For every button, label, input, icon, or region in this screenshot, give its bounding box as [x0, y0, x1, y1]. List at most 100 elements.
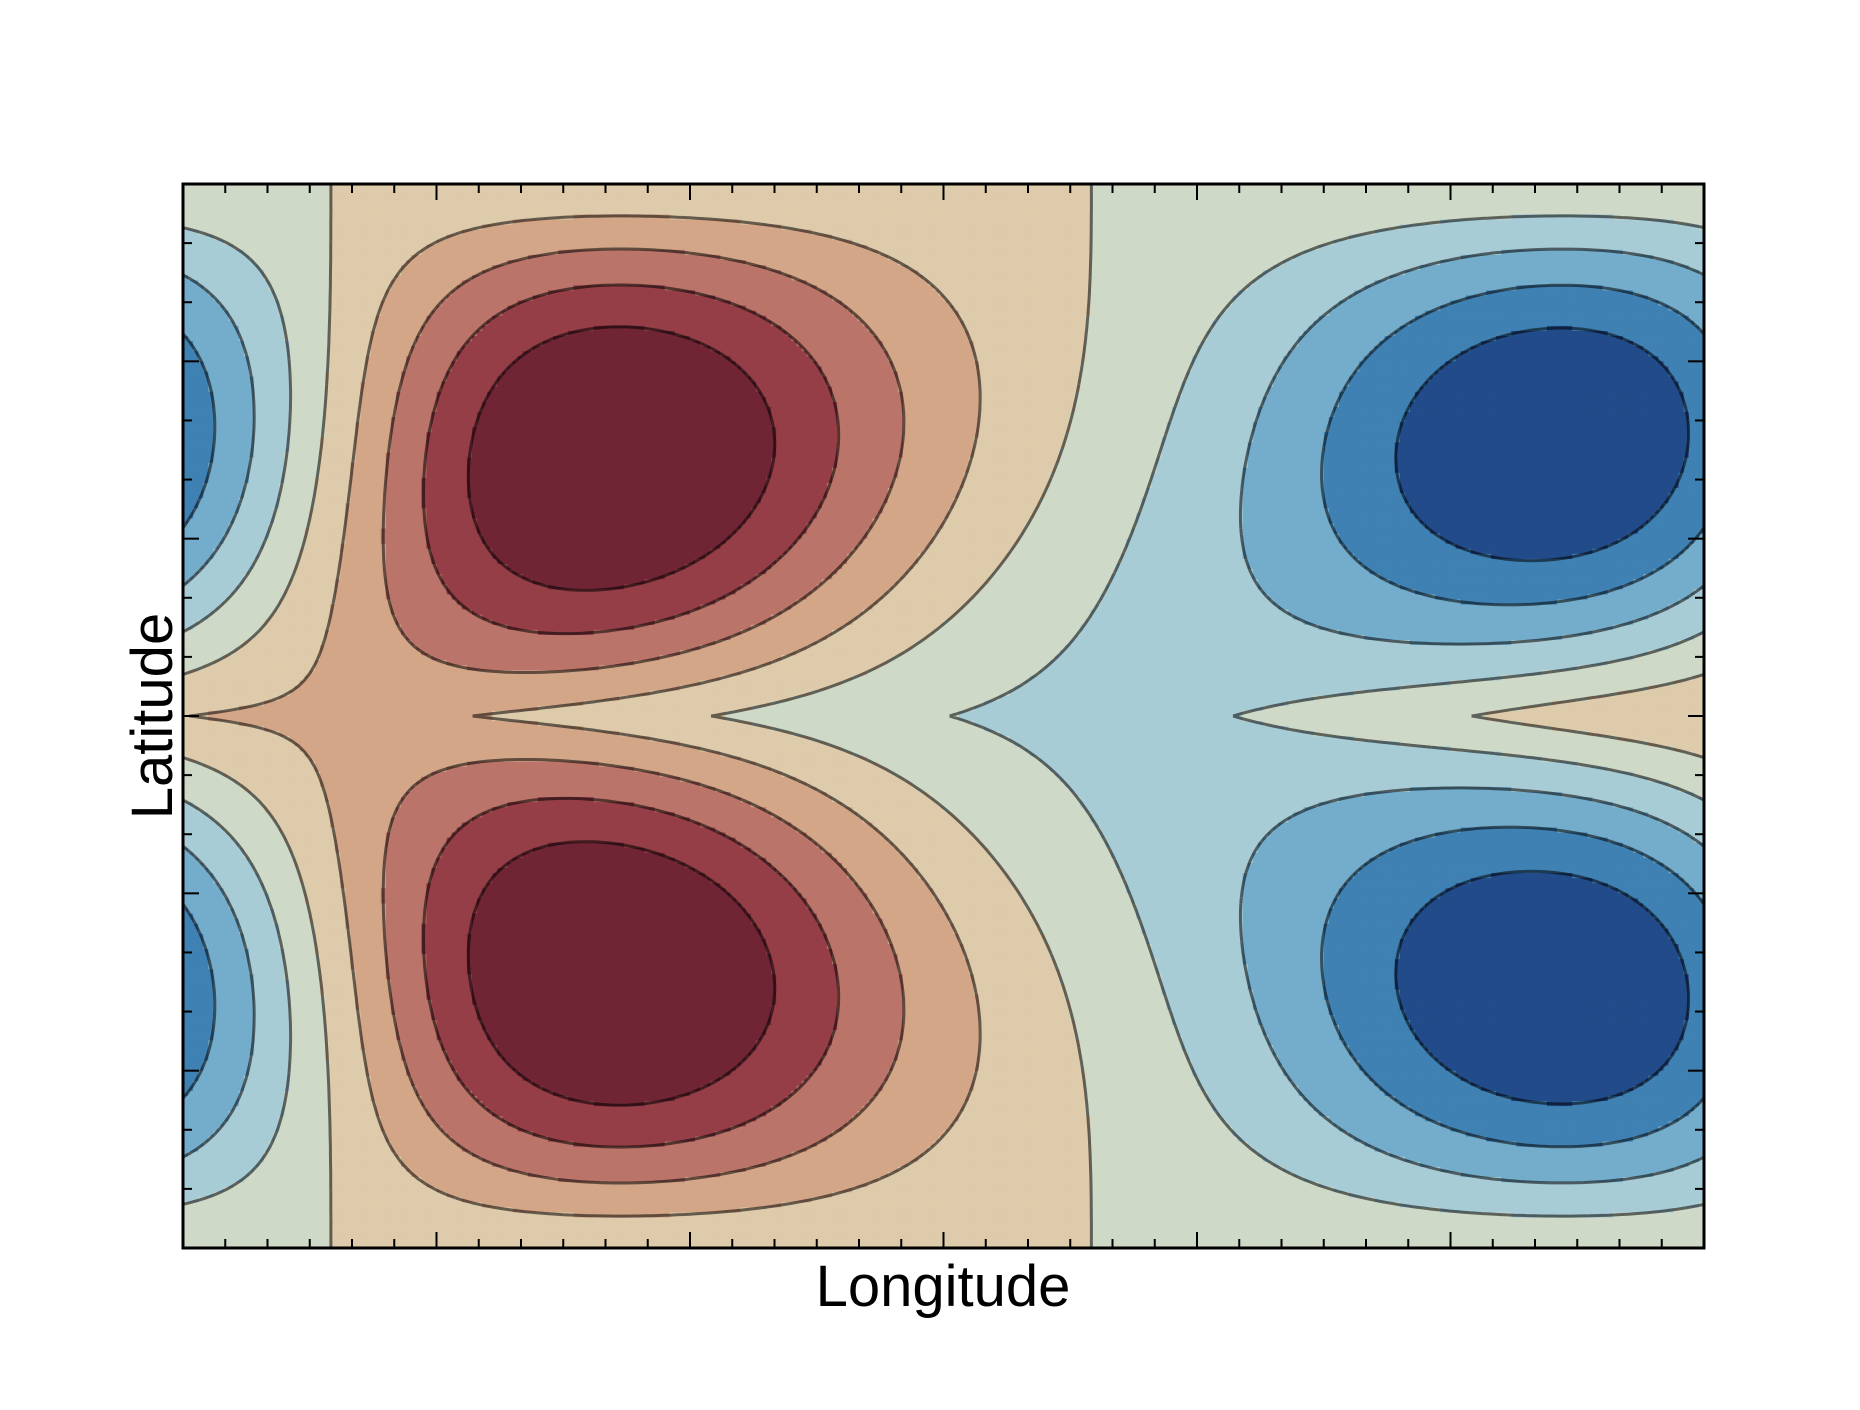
contour-cell — [1349, 214, 1355, 220]
contour-cell — [827, 225, 833, 231]
contour-cell — [1471, 194, 1477, 200]
contour-cell — [1390, 214, 1396, 220]
contour-cell — [974, 225, 980, 231]
contour-cell — [1014, 189, 1020, 195]
contour-cell — [1572, 199, 1578, 205]
contour-cell — [776, 235, 782, 241]
contour-cell — [1096, 194, 1102, 200]
contour-cell — [928, 219, 934, 225]
contour-cell — [1283, 230, 1289, 236]
contour-cell — [918, 230, 924, 236]
contour-cell — [472, 235, 478, 241]
contour-cell — [629, 235, 635, 241]
contour-cell — [442, 199, 448, 205]
contour-cell — [426, 219, 432, 225]
contour-cell — [411, 235, 417, 241]
contour-cell — [416, 230, 422, 236]
contour-cell — [391, 230, 397, 236]
contour-cell — [224, 199, 230, 205]
contour-cell — [771, 209, 777, 215]
contour-cell — [244, 199, 250, 205]
contour-cell — [944, 199, 950, 205]
contour-cell — [1314, 230, 1320, 236]
contour-cell — [959, 240, 965, 246]
contour-cell — [188, 219, 194, 225]
contour-cell — [244, 225, 250, 231]
contour-cell — [1273, 199, 1279, 205]
contour-cell — [310, 209, 316, 215]
contour-cell — [1156, 235, 1162, 241]
contour-cell — [827, 240, 833, 246]
contour-cell — [1395, 199, 1401, 205]
contour-cell — [1496, 230, 1502, 236]
contour-cell — [1521, 199, 1527, 205]
contour-cell — [1496, 204, 1502, 210]
contour-cell — [1020, 235, 1026, 241]
contour-cell — [396, 194, 402, 200]
contour-cell — [1430, 209, 1436, 215]
contour-cell — [665, 235, 671, 241]
contour-cell — [644, 230, 650, 236]
contour-cell — [700, 189, 706, 195]
contour-cell — [497, 204, 503, 210]
contour-cell — [543, 240, 549, 246]
contour-cell — [1187, 194, 1193, 200]
contour-cell — [665, 194, 671, 200]
contour-cell — [695, 240, 701, 246]
contour-cell — [1167, 225, 1173, 231]
contour-cell — [1567, 230, 1573, 236]
contour-cell — [1633, 235, 1639, 241]
contour-cell — [1288, 240, 1294, 246]
contour-cell — [426, 225, 432, 231]
contour-cell — [1456, 189, 1462, 195]
contour-cell — [1354, 240, 1360, 246]
contour-cell — [1197, 225, 1203, 231]
contour-cell — [244, 214, 250, 220]
contour-cell — [878, 219, 884, 225]
contour-cell — [584, 235, 590, 241]
contour-cell — [1248, 204, 1254, 210]
contour-cell — [1065, 194, 1071, 200]
contour-cell — [1202, 204, 1208, 210]
contour-cell — [376, 194, 382, 200]
contour-cell — [771, 240, 777, 246]
contour-cell — [1025, 219, 1031, 225]
contour-cell — [1167, 194, 1173, 200]
contour-cell — [984, 230, 990, 236]
contour-cell — [1369, 209, 1375, 215]
contour-cell — [523, 230, 529, 236]
contour-cell — [1476, 230, 1482, 236]
contour-cell — [1207, 209, 1213, 215]
contour-cell — [1456, 199, 1462, 205]
contour-cell — [725, 235, 731, 241]
contour-cell — [1562, 199, 1568, 205]
contour-cell — [203, 240, 209, 246]
contour-cell — [928, 194, 934, 200]
contour-cell — [1187, 199, 1193, 205]
contour-cell — [401, 209, 407, 215]
contour-cell — [1055, 199, 1061, 205]
contour-cell — [497, 209, 503, 215]
contour-cell — [421, 214, 427, 220]
contour-cell — [1045, 214, 1051, 220]
contour-cell — [1425, 230, 1431, 236]
contour-cell — [1055, 214, 1061, 220]
contour-cell — [1283, 225, 1289, 231]
contour-cell — [1045, 194, 1051, 200]
contour-cell — [1461, 225, 1467, 231]
contour-cell — [386, 194, 392, 200]
contour-cell — [1415, 209, 1421, 215]
contour-cell — [477, 204, 483, 210]
contour-cell — [1222, 189, 1228, 195]
contour-cell — [1303, 235, 1309, 241]
contour-cell — [284, 235, 290, 241]
contour-cell — [305, 219, 311, 225]
contour-cell — [802, 194, 808, 200]
contour-cell — [558, 194, 564, 200]
contour-cell — [203, 219, 209, 225]
contour-cell — [1131, 225, 1137, 231]
contour-cell — [1288, 219, 1294, 225]
contour-cell — [274, 219, 280, 225]
contour-cell — [1481, 204, 1487, 210]
contour-cell — [928, 199, 934, 205]
